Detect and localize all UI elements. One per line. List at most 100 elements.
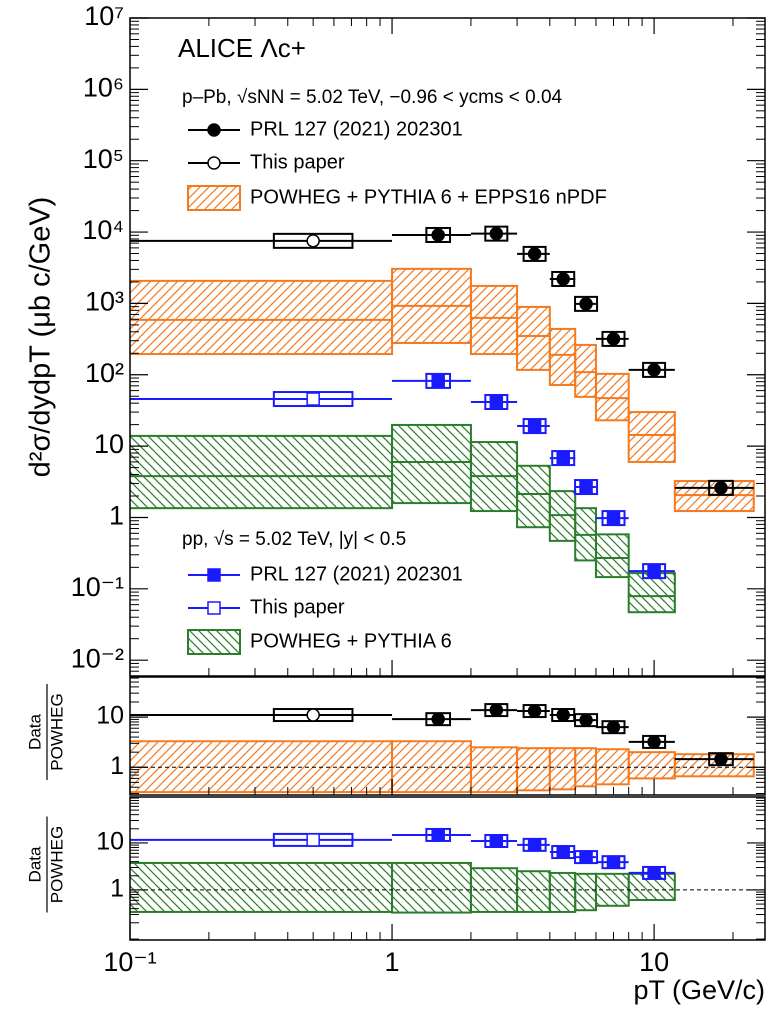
data-point	[431, 712, 445, 726]
panel-frame	[129, 676, 766, 796]
syst-box	[601, 510, 626, 527]
data-point	[606, 511, 621, 525]
model-band	[469, 284, 519, 356]
syst-box	[708, 479, 734, 496]
x-axis-title: pT (GeV/c)	[633, 975, 765, 1005]
legend-marker	[207, 156, 221, 170]
data-point	[306, 708, 320, 722]
model-band	[516, 464, 551, 529]
syst-box	[272, 232, 354, 249]
model-band	[130, 740, 394, 794]
model-band	[627, 411, 676, 463]
data-point	[306, 392, 320, 406]
model-band	[627, 572, 676, 614]
model-band	[391, 740, 472, 794]
data-point	[489, 834, 504, 848]
data-point	[527, 247, 542, 261]
data-point	[489, 226, 504, 241]
y-tick-label: 10	[96, 828, 124, 856]
y-tick-label: 10³	[85, 287, 124, 317]
legend-label: POWHEG + PYTHIA 6	[250, 630, 452, 652]
y-tick-label: 10⁻¹	[71, 572, 124, 602]
plot-area	[130, 703, 765, 794]
data-point	[647, 735, 661, 749]
data-point	[431, 828, 445, 842]
legend-marker	[207, 123, 221, 137]
syst-box	[574, 479, 599, 496]
legend-label: POWHEG + PYTHIA 6 + EPPS16 nPDF	[250, 186, 607, 208]
y-tick-label: 1	[110, 875, 124, 903]
data-point	[647, 866, 661, 880]
x-tick-label: 10	[639, 947, 669, 977]
y-tick-label: 10⁶	[83, 72, 124, 102]
legend-header: pp, √s = 5.02 TeV, |y| < 0.5	[182, 529, 406, 550]
syst-box	[642, 361, 667, 378]
model-band	[391, 861, 472, 914]
syst-box	[425, 372, 452, 389]
legend-marker	[207, 568, 221, 582]
y-tick-label: 10	[94, 429, 124, 459]
data-point	[579, 713, 593, 727]
data-point	[431, 374, 445, 388]
model-band	[594, 533, 630, 579]
y-tick-label: 10	[96, 702, 124, 730]
data-point	[556, 845, 570, 859]
y-axis-title-denominator: POWHEG	[47, 693, 66, 770]
y-axis-title-denominator: POWHEG	[47, 826, 66, 903]
y-tick-label: 10⁷	[84, 1, 124, 31]
data-point	[579, 850, 593, 864]
data-point	[647, 564, 661, 578]
model-band	[574, 872, 597, 912]
x-tick-label: 10⁻¹	[103, 947, 156, 977]
panel-frame	[129, 17, 766, 677]
syst-box	[551, 450, 576, 467]
legend-swatch	[187, 185, 241, 211]
legend-marker	[207, 601, 221, 615]
data-point	[606, 332, 621, 346]
legend-header: p–Pb, √sNN = 5.02 TeV, −0.96 < ycms < 0.…	[182, 87, 563, 108]
model-band	[548, 747, 577, 791]
syst-box	[484, 225, 509, 242]
model-band	[130, 861, 394, 913]
legend-label: PRL 127 (2021) 202301	[250, 118, 463, 140]
data-point	[606, 855, 621, 869]
legend-label: This paper	[250, 151, 345, 173]
data-point	[527, 838, 542, 852]
y-tick-label: 1	[109, 501, 124, 531]
syst-box	[522, 245, 547, 262]
data-point	[431, 228, 445, 242]
data-point	[579, 480, 593, 494]
model-band	[548, 871, 577, 913]
panel-frame	[129, 796, 766, 941]
y-axis-title-numerator: Data	[25, 714, 44, 750]
syst-box	[574, 295, 599, 312]
data-point	[556, 451, 570, 465]
data-point	[556, 708, 570, 722]
data-point	[306, 234, 320, 248]
data-point	[647, 363, 661, 377]
model-band	[574, 343, 597, 398]
data-point	[714, 481, 728, 495]
syst-box	[642, 563, 667, 580]
syst-box	[484, 394, 509, 411]
y-tick-label: 10²	[85, 358, 124, 388]
data-point	[606, 720, 621, 734]
data-point	[556, 272, 570, 286]
syst-box	[425, 226, 452, 243]
data-point	[714, 752, 728, 766]
y-tick-label: 10⁴	[82, 215, 124, 245]
data-point	[306, 833, 320, 847]
y-axis-title-numerator: Data	[25, 846, 44, 882]
syst-box	[272, 391, 354, 408]
plot-area	[130, 225, 755, 614]
x-tick-label: 1	[385, 947, 400, 977]
plot-area	[130, 827, 765, 914]
data-point	[489, 395, 504, 409]
y-tick-label: 10⁻²	[71, 643, 124, 673]
legend-label: This paper	[250, 596, 345, 618]
y-axis-title: d²σ/dydpT (μb c/GeV)	[25, 197, 57, 478]
model-band	[469, 746, 519, 794]
model-band	[627, 751, 676, 780]
data-point	[489, 703, 504, 717]
data-point	[579, 297, 593, 311]
